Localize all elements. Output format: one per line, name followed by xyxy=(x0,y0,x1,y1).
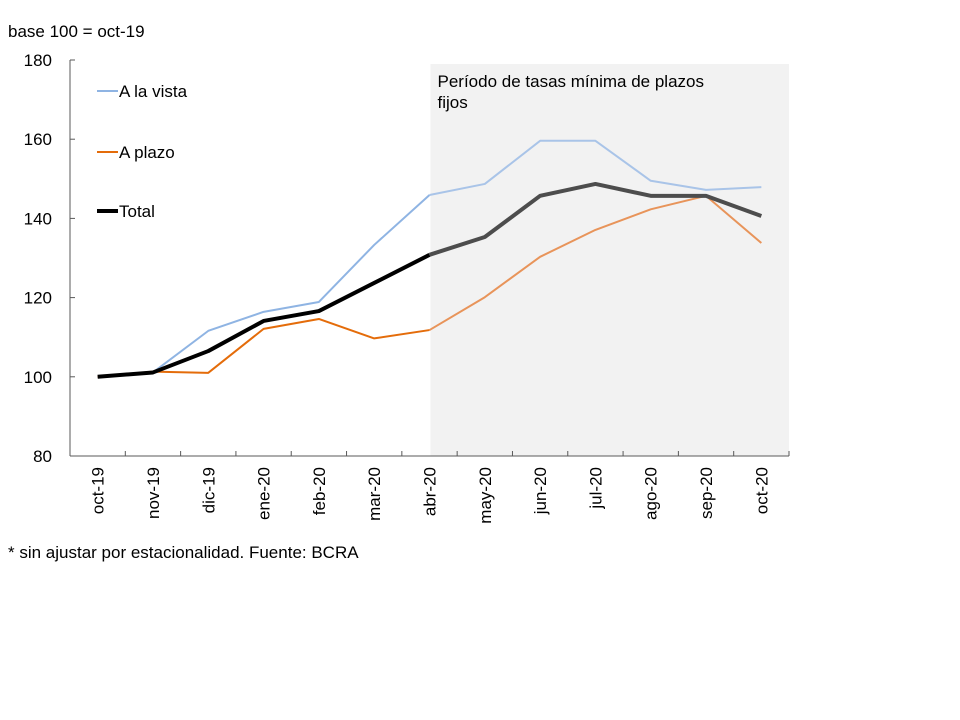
y-tick-label: 120 xyxy=(24,289,52,308)
shaded-region-label: Período de tasas mínima de plazos xyxy=(438,72,704,91)
series-lines xyxy=(97,139,763,379)
series-line-a-plazo xyxy=(97,317,430,378)
x-tick-label: mar-20 xyxy=(365,467,384,521)
x-tick-label: may-20 xyxy=(476,467,495,524)
unit-label: base 100 = oct-19 xyxy=(8,22,145,41)
x-tick-label: nov-19 xyxy=(144,467,163,519)
x-tick-label: dic-19 xyxy=(199,467,218,513)
series-line-total xyxy=(97,253,431,379)
y-tick-label: 80 xyxy=(33,447,52,466)
legend-label: A la vista xyxy=(119,82,188,101)
x-tick-label: abr-20 xyxy=(421,467,440,516)
x-tick-label: ago-20 xyxy=(642,467,661,520)
shaded-region-layer: Período de tasas mínima de plazos fijos xyxy=(430,64,789,456)
y-tick-label: 180 xyxy=(24,51,52,70)
legend: A la vista A plazo Total xyxy=(97,82,188,221)
x-tick-label: jun-20 xyxy=(531,467,550,515)
series-line-shaded-a-la-vista xyxy=(429,139,762,197)
shaded-region-label: fijos xyxy=(438,93,468,112)
x-tick-label: oct-19 xyxy=(89,467,108,514)
x-tick-label: jul-20 xyxy=(586,467,605,510)
x-tick-label: oct-20 xyxy=(752,467,771,514)
x-tick-label: feb-20 xyxy=(310,467,329,515)
series-line-shaded-total xyxy=(428,181,763,257)
y-tick-label: 100 xyxy=(24,368,52,387)
shaded-region xyxy=(430,64,789,456)
axes: 80 100 120 140 160 180 oct-19 nov-19 dic-19 ene-2… xyxy=(24,51,790,524)
y-tick-label: 140 xyxy=(24,209,52,228)
x-tick-label: sep-20 xyxy=(697,467,716,519)
footnote: * sin ajustar por estacionalidad. Fuente… xyxy=(8,543,359,562)
x-tick-label: ene-20 xyxy=(255,467,274,520)
series-line-a-la-vista xyxy=(97,194,431,378)
legend-label: Total xyxy=(119,202,155,221)
y-tick-label: 160 xyxy=(24,130,52,149)
legend-label: A plazo xyxy=(119,143,175,162)
